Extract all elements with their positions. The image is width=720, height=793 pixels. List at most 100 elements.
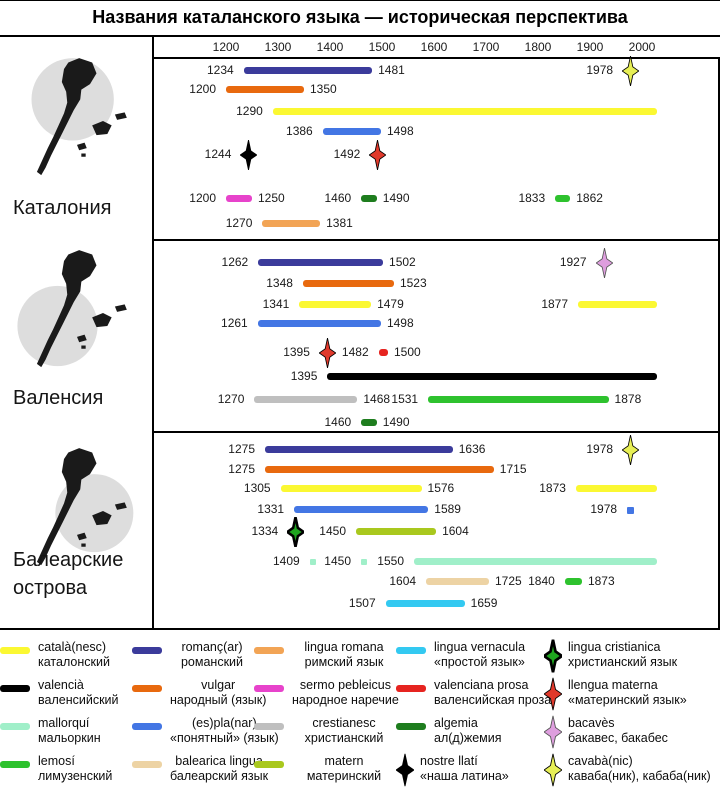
legend-label: valenciana prosa валенсийская проза	[434, 678, 551, 708]
year-label: 1502	[389, 255, 416, 269]
year-label: 1381	[326, 216, 353, 230]
territory-silhouette-icon	[36, 250, 97, 368]
year-label: 1604	[389, 574, 417, 588]
year-label: 1262	[221, 255, 249, 269]
legend-russian-label: каталонский	[38, 655, 110, 669]
year-label: 1270	[217, 392, 245, 406]
legend-latin-label: lingua vernacula	[434, 640, 526, 654]
bar-vulgar	[302, 280, 394, 287]
cavaba-star-icon	[543, 753, 563, 787]
year-label: 1589	[434, 502, 461, 516]
legend-star	[395, 753, 415, 792]
left-column-divider	[152, 35, 154, 630]
year-label: 1490	[382, 415, 410, 429]
legend-label: romanç(ar) романский	[170, 640, 254, 670]
legend-entry: lemosí лимузенский	[0, 754, 132, 792]
bar-catala	[299, 301, 372, 308]
legend-swatch	[396, 723, 426, 730]
legend-latin-label: lemosí	[38, 754, 75, 768]
mallorca-icon	[92, 313, 112, 328]
axis-baseline	[152, 57, 719, 59]
square-mallorqui	[361, 559, 367, 565]
legend-label: sermo pebleicus народное наречие	[292, 678, 399, 708]
legend-entry: valenciana prosa валенсийская проза	[396, 678, 551, 716]
axis-tick-label: 1700	[472, 40, 500, 54]
axis-tick-label: 1500	[368, 40, 396, 54]
legend-russian-label: христианский	[304, 731, 384, 745]
legend-swatch	[254, 685, 284, 692]
year-label: 1275	[228, 442, 255, 456]
legend-russian-label: бакавес, бакабес	[568, 731, 668, 745]
legend-label: vulgar народный (язык)	[170, 678, 266, 708]
year-label: 1386	[286, 124, 313, 138]
legend-entry: català(nesc) каталонский	[0, 640, 132, 678]
year-label: 1275	[228, 462, 255, 476]
axis-tick-label: 1600	[420, 40, 448, 54]
region-label-catalonia: Каталония	[13, 197, 112, 219]
legend-label: valencià валенсийский	[38, 678, 132, 708]
legend-latin-label: català(nesc)	[38, 640, 107, 654]
bar-esplanar	[322, 128, 381, 135]
legend-russian-label: валенсийский	[38, 693, 119, 707]
cristianica-star-icon	[285, 516, 307, 548]
bar-lemosi	[555, 195, 571, 202]
legend-label: lingua vernacula «простой язык»	[434, 640, 544, 670]
year-label: 1200	[189, 82, 216, 96]
year-label: 1234	[206, 63, 234, 77]
bar-mallorqui	[414, 558, 657, 565]
legend-entry: mallorquí мальоркин	[0, 716, 132, 754]
year-label: 1862	[576, 191, 603, 205]
year-label: 1450	[324, 554, 351, 568]
legend-entry: algemia ал(д)жемия	[396, 716, 544, 754]
legend-entry: lingua vernacula «простой язык»	[396, 640, 544, 678]
bar-balearica	[426, 578, 489, 585]
year-label: 1507	[348, 596, 376, 610]
legend-entry: bacavès бакавес, бакабес	[543, 715, 720, 754]
year-label: 1659	[470, 596, 498, 610]
star-materna	[368, 139, 387, 175]
legend-entry: sermo pebleicus народное наречие	[254, 678, 399, 716]
section-separator-2	[152, 431, 720, 433]
legend-russian-label: «материнский язык»	[568, 693, 687, 707]
legend-russian-label: лимузенский	[38, 769, 113, 783]
bar-algemia	[361, 195, 377, 202]
formentera-icon	[81, 345, 86, 349]
legend-label: lemosí лимузенский	[38, 754, 132, 784]
bar-catala	[272, 108, 657, 115]
year-label: 1833	[518, 191, 546, 205]
map-valencia	[12, 248, 142, 378]
year-label: 1878	[614, 392, 642, 406]
legend-latin-label: sermo pebleicus	[299, 678, 391, 692]
year-label: 1725	[495, 574, 522, 588]
year-label: 1636	[458, 442, 486, 456]
legend-russian-label: «простой язык»	[434, 655, 525, 669]
legend-swatch	[132, 761, 162, 768]
bar-romanc	[258, 259, 384, 266]
axis-tick-label: 1300	[264, 40, 292, 54]
axis-tick-label: 1900	[576, 40, 604, 54]
star-cristianica	[285, 516, 307, 552]
bar-vulgar	[226, 86, 304, 93]
axis-tick-label: 1200	[212, 40, 240, 54]
legend-column: català(nesc) каталонский valencià валенсийс…	[0, 630, 132, 793]
legend: català(nesc) каталонский valencià валенсийс…	[0, 628, 720, 793]
legend-russian-label: мальоркин	[38, 731, 101, 745]
legend-latin-label: bacavès	[568, 716, 615, 730]
top-border	[0, 0, 720, 1]
legend-label: crestianesc христианский	[292, 716, 396, 746]
star-bacaves	[594, 247, 614, 283]
legend-label: nostre llatí «наша латина»	[420, 754, 544, 784]
year-label: 1978	[590, 502, 618, 516]
cavaba-star-icon	[621, 434, 640, 466]
bar-catala	[280, 485, 422, 492]
bacaves-star-icon	[543, 715, 563, 749]
year-label: 1978	[586, 442, 614, 456]
legend-entry: matern материнский	[254, 754, 396, 792]
formentera-icon	[81, 153, 86, 157]
ibiza-icon	[77, 142, 87, 151]
legend-swatch	[132, 685, 162, 692]
legend-latin-label: (es)pla(nar)	[192, 716, 257, 730]
year-label: 1270	[225, 216, 253, 230]
legend-entry: crestianesc христианский	[254, 716, 396, 754]
legend-star	[541, 639, 565, 678]
